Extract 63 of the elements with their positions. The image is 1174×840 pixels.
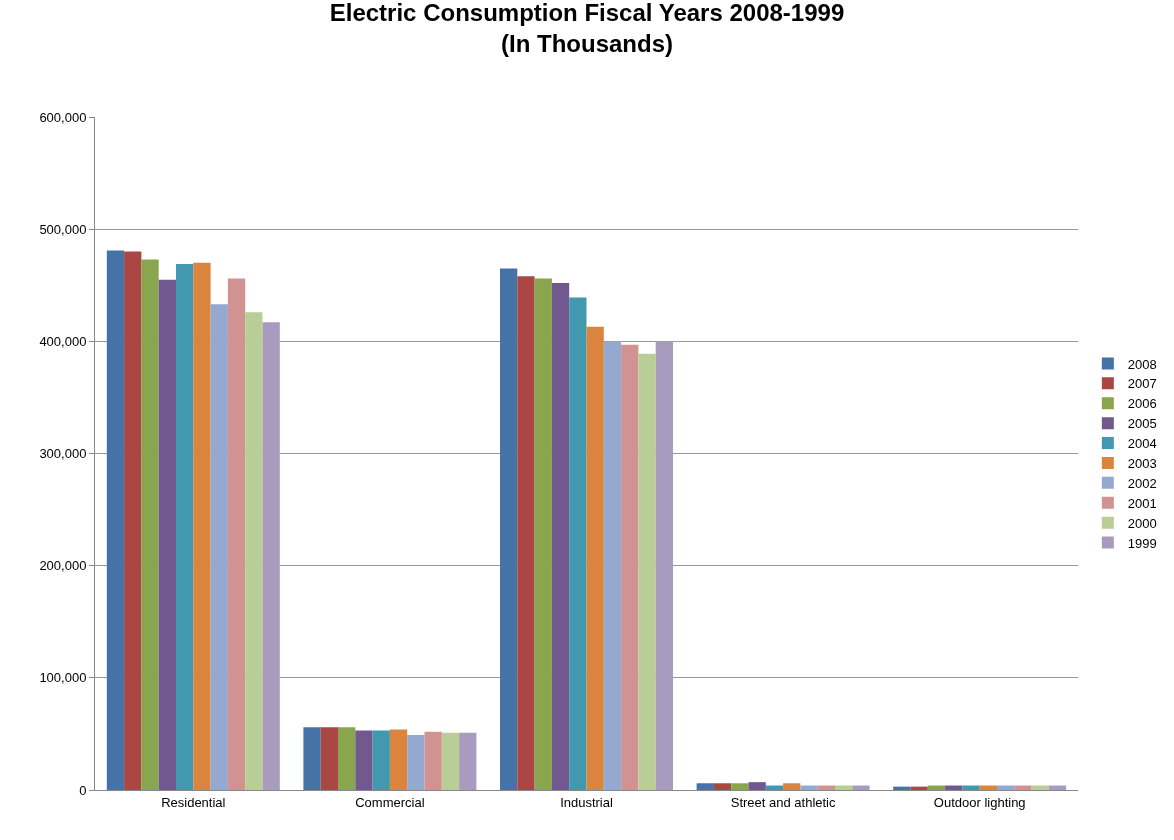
- y-tick-label: 100,000: [39, 670, 87, 686]
- legend-label: 2006: [1127, 396, 1157, 412]
- bar: [534, 278, 552, 790]
- bar: [389, 729, 408, 790]
- bar: [210, 304, 228, 790]
- y-tick-label: 300,000: [39, 446, 87, 462]
- y-tick-label: 500,000: [39, 221, 87, 237]
- legend-label: 2002: [1127, 475, 1157, 491]
- legend-label: 2005: [1127, 416, 1157, 432]
- legend-label: 2001: [1127, 495, 1157, 511]
- bar: [655, 341, 673, 790]
- bar: [800, 785, 818, 790]
- bar: [621, 344, 639, 790]
- legend-label: 2003: [1127, 456, 1157, 472]
- x-tick-label: Residential: [161, 794, 226, 810]
- bar: [355, 730, 373, 790]
- bar: [106, 250, 125, 790]
- bar: [551, 283, 570, 790]
- chart-title: Electric Consumption Fiscal Years 2008-1999 (In Thousands): [329, 0, 845, 58]
- y-tick-label: 200,000: [39, 558, 87, 574]
- bar: [517, 276, 535, 790]
- x-tick-label: Commercial: [355, 794, 425, 810]
- bar: [696, 783, 714, 790]
- legend-label: 2004: [1127, 436, 1157, 452]
- legend-label: 2008: [1127, 356, 1157, 372]
- bar: [158, 279, 176, 790]
- bar: [193, 262, 211, 790]
- bar: [141, 259, 159, 790]
- bar: [320, 727, 338, 790]
- bar: [245, 312, 263, 790]
- y-tick-label: 600,000: [39, 109, 87, 125]
- legend-label: 2007: [1127, 376, 1157, 392]
- bar: [962, 785, 980, 790]
- bar: [407, 735, 425, 790]
- bar: [372, 730, 390, 790]
- bar: [731, 783, 749, 790]
- bar: [1014, 785, 1032, 790]
- bar: [586, 326, 604, 790]
- x-tick-label: Industrial: [560, 794, 613, 810]
- bar: [713, 783, 732, 790]
- bar: [124, 251, 142, 790]
- bar: [893, 786, 911, 790]
- bar: [262, 322, 280, 790]
- x-tick-label: Outdoor lighting: [933, 794, 1026, 810]
- bar: [303, 727, 321, 790]
- bar: [500, 268, 518, 790]
- bar: [638, 353, 656, 790]
- bar: [748, 782, 766, 790]
- legend-label: 1999: [1127, 535, 1157, 551]
- legend-label: 2000: [1127, 515, 1157, 531]
- bar: [783, 783, 801, 790]
- y-tick-label: 400,000: [39, 333, 87, 349]
- bar: [459, 732, 477, 790]
- y-tick-label: 0: [79, 782, 87, 798]
- bar: [441, 732, 460, 790]
- bar: [569, 297, 587, 790]
- bar: [852, 785, 870, 790]
- x-tick-label: Street and athletic: [730, 794, 836, 810]
- bar: [338, 727, 356, 790]
- bar: [603, 341, 622, 790]
- bar: [176, 263, 194, 790]
- bar: [424, 731, 442, 790]
- bar: [227, 278, 246, 790]
